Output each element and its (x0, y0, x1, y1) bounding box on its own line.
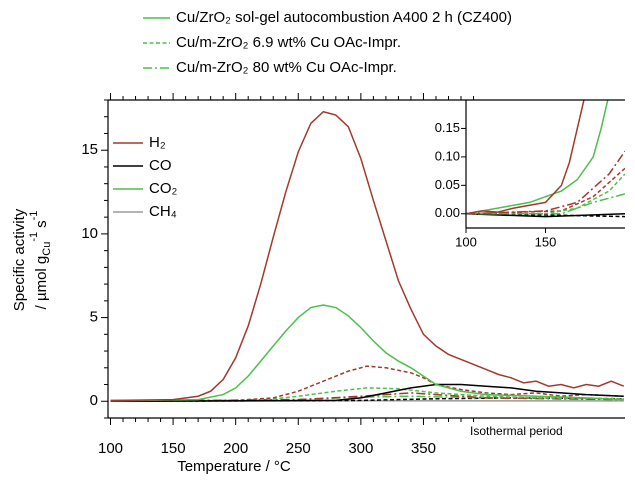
unit-sup: -1 (28, 211, 40, 221)
series-line (466, 173, 625, 215)
y-tick-label: 0 (90, 392, 98, 409)
y-tick-label: 0.00 (435, 205, 460, 220)
series-line (466, 150, 625, 215)
unit-part: / µmol g (33, 256, 50, 310)
legend-label: CO₂ (149, 180, 178, 197)
x-axis-title: Temperature / °C (177, 458, 291, 475)
y-tick-label: 5 (90, 309, 98, 326)
x-tick-label: 300 (348, 440, 373, 457)
y-tick-label: 15 (81, 141, 98, 158)
x-tick-label: 150 (161, 440, 186, 457)
y-tick-label: 0.10 (435, 148, 460, 163)
x-tick-label: 100 (455, 234, 477, 249)
unit-sup: -1 (28, 232, 40, 242)
series-line (110, 392, 624, 403)
unit-sub: Cu (41, 242, 53, 256)
series-line (466, 100, 585, 215)
legend-label: CO (149, 157, 172, 174)
y-tick-label: 0.15 (435, 120, 460, 135)
x-tick-label: 150 (535, 234, 557, 249)
legend-label: Cu/ZrO₂ sol-gel autocombustion A400 2 h … (176, 9, 512, 26)
x-tick-label: 250 (286, 440, 311, 457)
y-tick-label: 0.05 (435, 177, 460, 192)
series-line (110, 387, 624, 403)
series-line (110, 365, 624, 403)
series-line (466, 100, 609, 215)
legend-label: Cu/m-ZrO₂ 6.9 wt% Cu OAc-Impr. (176, 34, 401, 51)
series-line (110, 383, 624, 403)
inset-background (466, 100, 625, 228)
y-axis-unit: / µmol gCu-1s-1 (28, 211, 53, 310)
series-line (110, 110, 625, 402)
legend-label: CH₄ (149, 203, 177, 220)
series-line (110, 304, 624, 402)
legend-label: Cu/m-ZrO₂ 80 wt% Cu OAc-Impr. (176, 59, 397, 76)
y-tick-label: 10 (81, 225, 98, 242)
x-tick-label: 100 (98, 440, 123, 457)
y-axis-title: Specific activity (11, 208, 28, 311)
x-tick-label: 200 (223, 440, 248, 457)
unit-part: s (33, 220, 50, 228)
legend-label: H₂ (149, 134, 166, 151)
series-line (466, 213, 625, 218)
x-tick-label: 350 (411, 440, 436, 457)
annotation: Isothermal period (470, 424, 563, 438)
